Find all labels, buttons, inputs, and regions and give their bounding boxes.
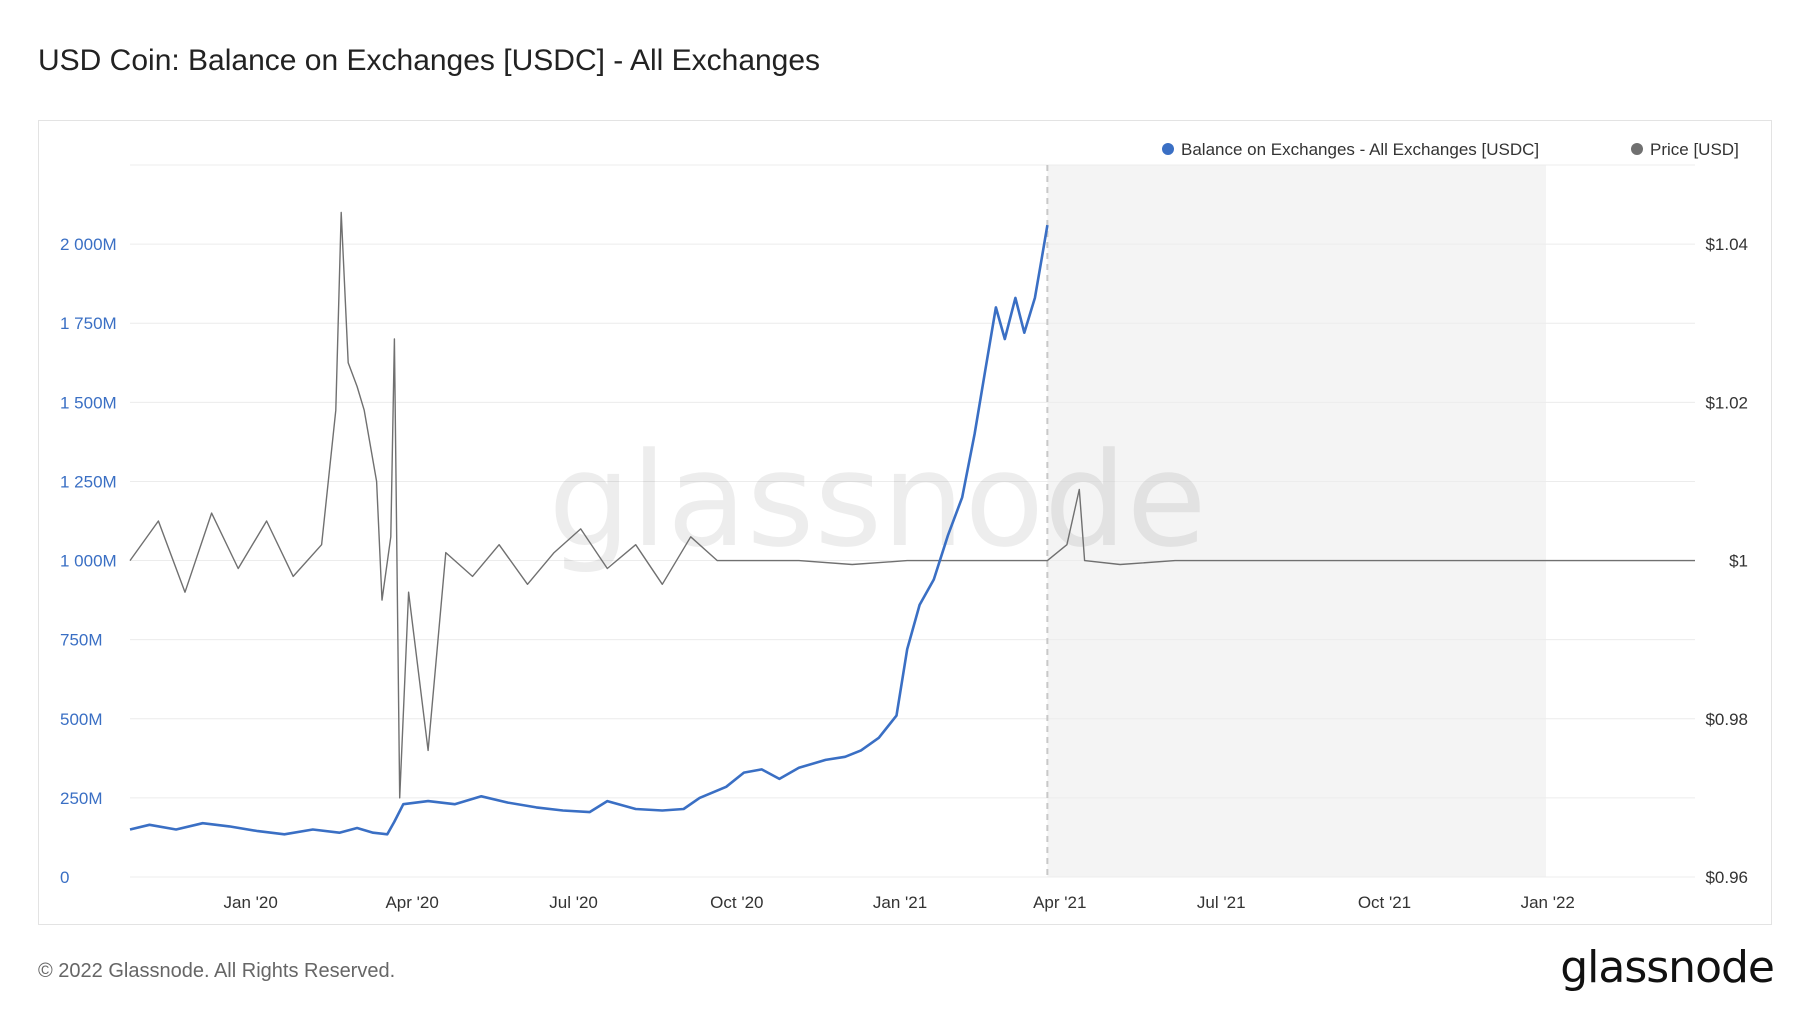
- y-left-tick-label: 1 250M: [60, 472, 117, 491]
- legend-label-balance: Balance on Exchanges - All Exchanges [US…: [1181, 140, 1539, 159]
- x-tick-label: Apr '20: [385, 893, 438, 912]
- y-left-tick-label: 1 500M: [60, 393, 117, 412]
- balance-series-line: [129, 224, 1049, 836]
- chart-title: USD Coin: Balance on Exchanges [USDC] - …: [38, 44, 821, 77]
- x-tick-label: Jul '21: [1197, 893, 1246, 912]
- price-series-line: [129, 211, 1695, 799]
- y-right-tick-label: $1.02: [1705, 393, 1748, 412]
- y-left-tick-label: 750M: [60, 631, 103, 650]
- legend-swatch-balance: [1162, 143, 1174, 155]
- x-tick-label: Oct '21: [1358, 893, 1411, 912]
- legend-label-price: Price [USD]: [1650, 140, 1739, 159]
- x-tick-label: Apr '21: [1033, 893, 1086, 912]
- y-left-tick-label: 1 750M: [60, 314, 117, 333]
- watermark-text: glassnode: [548, 424, 1206, 576]
- y-left-tick-label: 500M: [60, 710, 103, 729]
- copyright-footer: © 2022 Glassnode. All Rights Reserved.: [38, 960, 396, 982]
- x-tick-label: Jan '21: [873, 893, 927, 912]
- y-left-tick-label: 250M: [60, 789, 103, 808]
- y-right-tick-label: $1.04: [1705, 235, 1748, 254]
- y-left-tick-label: 1 000M: [60, 552, 117, 571]
- chart-panel: [38, 120, 1772, 925]
- glassnode-logo: glassnode: [1560, 942, 1775, 993]
- x-tick-label: Jul '20: [549, 893, 598, 912]
- x-tick-label: Jan '20: [224, 893, 278, 912]
- y-right-tick-label: $0.96: [1705, 868, 1748, 887]
- y-right-tick-label: $1: [1729, 552, 1748, 571]
- y-left-tick-label: 0: [60, 868, 69, 887]
- legend-swatch-price: [1631, 143, 1643, 155]
- y-left-tick-label: 2 000M: [60, 235, 117, 254]
- x-tick-label: Jan '22: [1521, 893, 1575, 912]
- projection-shaded-region: [1047, 165, 1546, 877]
- y-right-tick-label: $0.98: [1705, 710, 1748, 729]
- x-tick-label: Oct '20: [710, 893, 763, 912]
